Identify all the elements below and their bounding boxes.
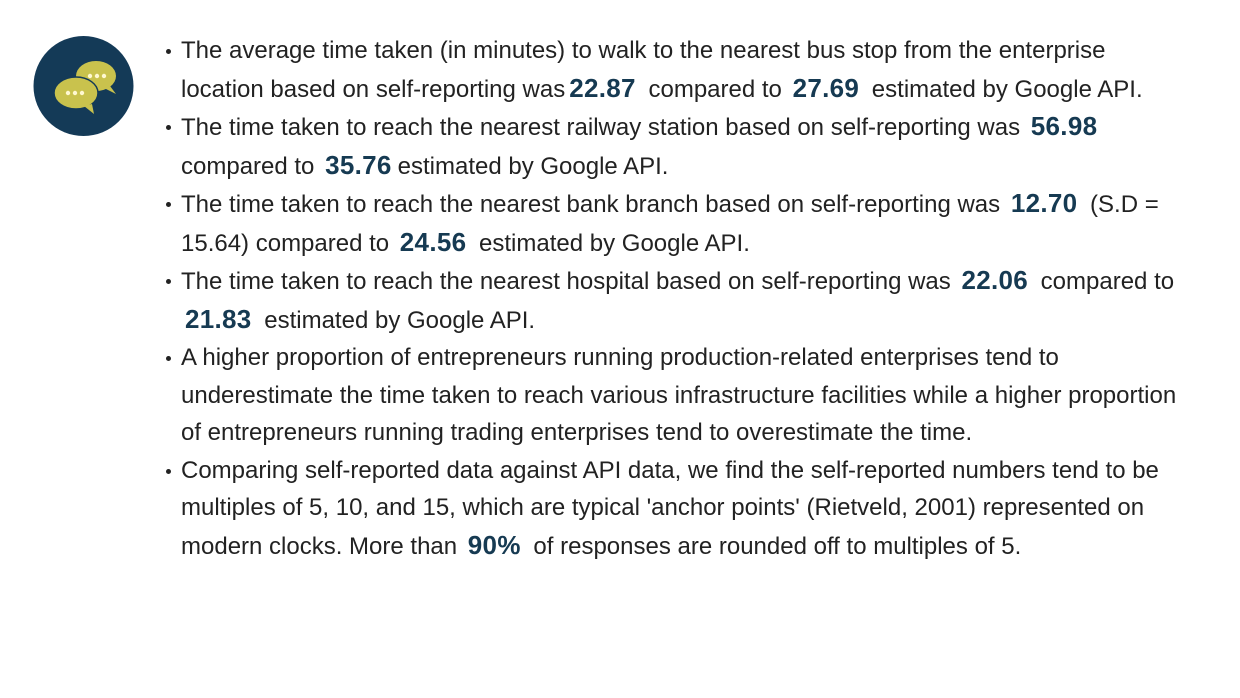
finding-text: estimated by Google API. [472,229,750,257]
finding-text: compared to [181,152,322,180]
finding-item: Comparing self-reported data against API… [166,452,1191,566]
highlight-value: 12.70 [1010,188,1078,218]
finding-item: The time taken to reach the nearest bank… [166,185,1191,262]
finding-item: A higher proportion of entrepreneurs run… [166,339,1191,452]
highlight-value: 27.69 [792,72,860,103]
finding-text: of responses are rounded off to multiple… [526,532,1022,560]
chat-bubbles-icon [32,36,135,136]
finding-text: estimated by Google API. [865,75,1143,103]
finding-item: The average time taken (in minutes) to w… [166,32,1191,108]
highlight-value: 22.87 [569,72,636,103]
highlight-value: 35.76 [325,149,392,180]
finding-text: estimated by Google API. [397,152,669,180]
finding-text: Comparing self-reported data against API… [181,456,1159,560]
finding-text: estimated by Google API. [257,306,536,334]
finding-text: A higher proportion of entrepreneurs run… [181,344,1177,446]
finding-text: The time taken to reach the nearest rail… [181,114,1027,141]
highlight-value: 24.56 [399,226,467,257]
finding-text: (S.D = 15.64) compared to [181,191,1159,257]
highlight-value: 90% [467,529,521,560]
finding-text: compared to [641,75,789,103]
finding-item: The time taken to reach the nearest hosp… [166,262,1191,339]
finding-text: The time taken to reach the nearest bank… [181,191,1007,218]
finding-text: The average time taken (in minutes) to w… [181,37,1106,103]
finding-text: compared to [1034,268,1175,295]
highlight-value: 22.06 [961,265,1029,295]
finding-text: The time taken to reach the nearest hosp… [181,268,958,295]
findings-list: The average time taken (in minutes) to w… [160,32,1191,565]
finding-item: The time taken to reach the nearest rail… [166,108,1191,185]
highlight-value: 21.83 [185,303,252,334]
highlight-value: 56.98 [1030,111,1098,141]
